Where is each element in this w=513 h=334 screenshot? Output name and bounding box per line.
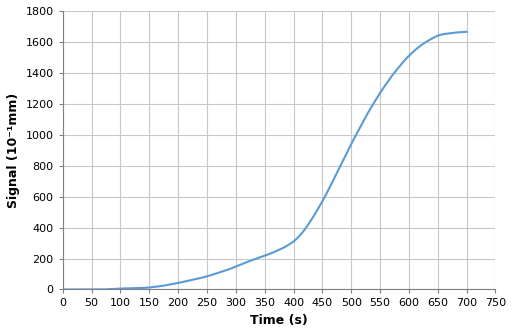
X-axis label: Time (s): Time (s) bbox=[250, 314, 308, 327]
Y-axis label: Signal (10⁻¹mm): Signal (10⁻¹mm) bbox=[7, 93, 20, 208]
